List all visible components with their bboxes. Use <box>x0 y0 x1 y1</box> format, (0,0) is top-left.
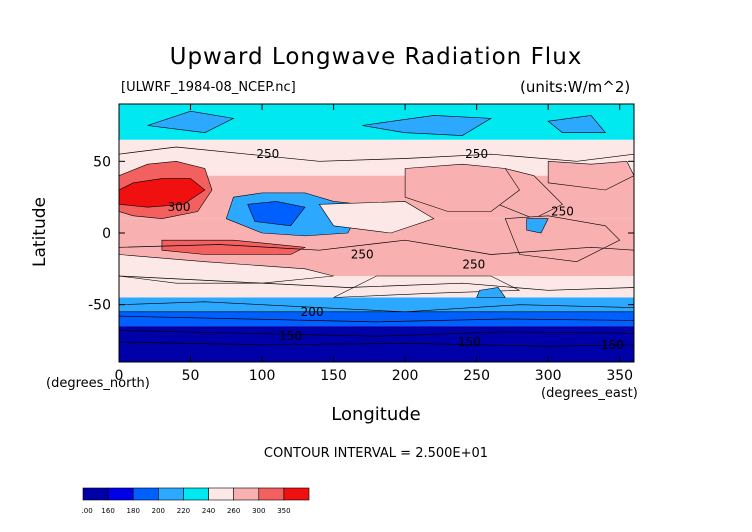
contour-label: 150 <box>458 335 481 349</box>
contour-label: 150 <box>601 338 624 352</box>
x-tick-label: 0 <box>115 368 124 384</box>
field-patch <box>318 201 435 234</box>
x-unit-note: (degrees_east) <box>541 386 638 401</box>
colorbar-label: 180 <box>127 507 140 515</box>
colorbar-label: 240 <box>202 507 215 515</box>
colorbar: 100 160 180 200 220 240 260 300 350 <box>82 487 310 515</box>
colorbar-label: 100 <box>82 507 93 515</box>
x-tick-label: 100 <box>249 368 276 384</box>
y-unit-note: (degrees_north) <box>46 376 150 391</box>
colorbar-swatch <box>107 487 134 501</box>
x-axis-label: Longitude <box>331 404 421 425</box>
field-patch <box>119 301 634 313</box>
field-patch <box>147 110 235 133</box>
colorbar-label: 350 <box>277 507 290 515</box>
contour-label: 250 <box>462 258 485 272</box>
field-patch <box>547 161 634 191</box>
y-axis-label: Latitude <box>30 197 50 267</box>
colorbar-swatch <box>158 487 184 501</box>
contour-label: 150 <box>279 329 302 343</box>
field-patch <box>119 254 334 284</box>
x-tick-label: 200 <box>392 368 419 384</box>
field-patch <box>526 218 549 234</box>
units-label: (units:W/m^2) <box>520 78 631 96</box>
x-tick-label: 300 <box>535 368 562 384</box>
colorbar-swatch <box>82 487 109 501</box>
colorbar-swatch <box>283 487 310 501</box>
x-tick-label: 250 <box>463 368 490 384</box>
contour-line <box>119 146 634 162</box>
contour-interval-note: CONTOUR INTERVAL = 2.500E+01 <box>263 446 489 461</box>
field-band <box>119 311 634 327</box>
field-patch <box>362 115 492 136</box>
field-patch <box>247 201 306 227</box>
contour-label: 250 <box>351 248 374 262</box>
colorbar-swatch <box>183 487 209 501</box>
field-band <box>119 326 634 362</box>
y-tick-label: 50 <box>93 154 111 170</box>
field-patch <box>404 163 520 212</box>
field-patch <box>161 239 307 255</box>
contour-line <box>119 239 634 255</box>
colorbar-label: 200 <box>152 507 165 515</box>
x-axis-ticks: 0 50 100 150 200 250 300 350 <box>115 104 633 384</box>
contour-labels: 250 300 250 250 250 250 200 150 150 150 <box>168 147 624 352</box>
contour-label: 300 <box>168 200 191 214</box>
colorbar-swatch <box>208 487 234 501</box>
contour-label: 250 <box>551 205 574 219</box>
contour-line <box>119 275 634 291</box>
contour-lines <box>119 146 634 347</box>
x-tick-label: 150 <box>320 368 347 384</box>
colorbar-label: 220 <box>177 507 190 515</box>
contour-line <box>119 330 634 337</box>
x-tick-label: 50 <box>182 368 200 384</box>
radiation-field <box>119 104 634 362</box>
chart-title: Upward Longwave Radiation Flux <box>169 44 583 70</box>
colorbar-label: 260 <box>227 507 240 515</box>
field-patch <box>547 115 607 133</box>
field-patch <box>333 275 520 298</box>
y-tick-label: -50 <box>88 298 111 314</box>
colorbar-label: 300 <box>252 507 265 515</box>
colorbar-swatch <box>132 487 159 501</box>
colorbar-label: 160 <box>101 507 114 515</box>
x-tick-label: 350 <box>606 368 633 384</box>
field-patch <box>476 287 506 298</box>
contour-label: 250 <box>256 147 279 161</box>
colorbar-swatch <box>258 487 285 501</box>
colorbar-swatch <box>233 487 260 501</box>
contour-line <box>119 315 634 323</box>
dataset-filename: [ULWRF_1984-08_NCEP.nc] <box>121 80 296 95</box>
contour-line <box>119 341 634 347</box>
contour-label: 250 <box>465 147 488 161</box>
y-axis-ticks: 50 0 -50 <box>88 154 634 314</box>
contour-label: 200 <box>301 305 324 319</box>
y-tick-label: 0 <box>102 226 111 242</box>
field-patch <box>119 178 206 208</box>
